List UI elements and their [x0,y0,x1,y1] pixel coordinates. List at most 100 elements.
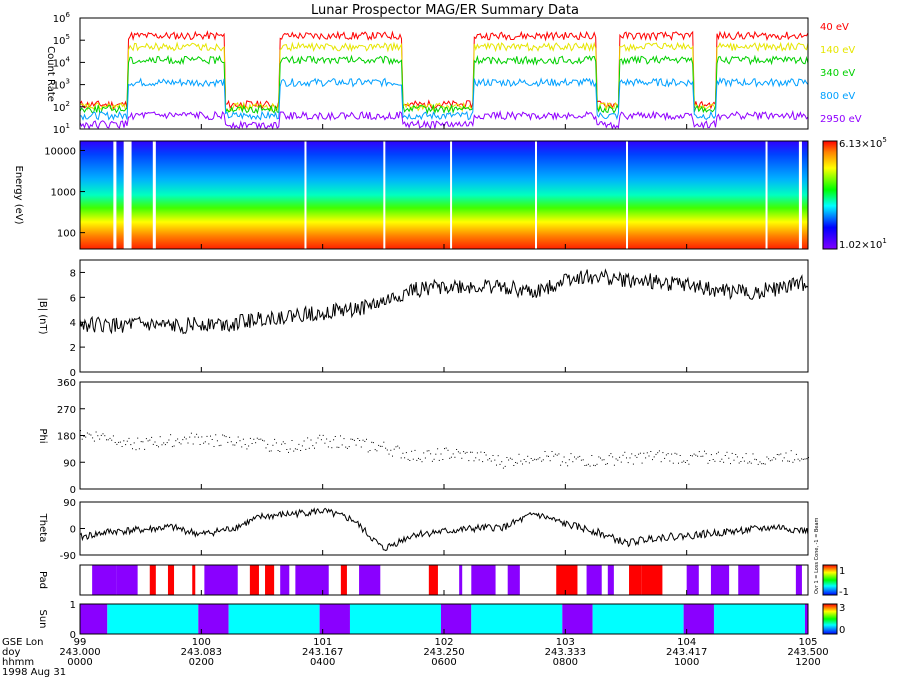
pad-segment [167,565,175,595]
phi-point [232,444,234,446]
phi-point [752,453,754,455]
count-rate-series-line [79,30,809,110]
phi-point [426,450,428,452]
energy-ytick-label: 10000 [44,146,76,157]
phi-point [315,442,317,444]
phi-point [587,463,589,465]
phi-point [589,465,591,467]
phi-point [494,459,496,461]
phi-point [274,438,276,440]
pad-segment [92,565,117,595]
phi-point [341,444,343,446]
phi-point [248,445,250,447]
phi-point [537,458,539,460]
phi-point [178,442,180,444]
phi-point [296,448,298,450]
spectrogram-data-gap [535,141,537,249]
phi-point [802,458,804,460]
x-tick-label-gse-lon: 104 [677,637,696,648]
count-rate-ytick-label: 105 [53,33,70,47]
x-tick-label-gse-lon: 105 [798,637,817,648]
phi-point [579,455,581,457]
phi-point [606,463,608,465]
phi-point [229,436,231,438]
phi-point [305,448,307,450]
count-rate-ytick-label: 106 [53,11,71,25]
phi-point [326,438,328,440]
phi-point [693,453,695,455]
phi-ytick-label: 270 [57,405,76,416]
pad-segment [280,565,290,595]
field-magnitude-ytick-label: 6 [70,293,76,304]
phi-point [90,434,92,436]
phi-point [771,459,773,461]
phi-point [371,441,373,443]
spectrogram-image [80,141,808,249]
phi-point [596,463,598,465]
phi-point [591,455,593,456]
phi-point [804,458,806,460]
x-tick-label-doy: 243.000 [59,647,100,658]
phi-point [364,440,366,442]
phi-point [778,454,780,456]
phi-point [256,437,258,439]
phi-point [612,456,614,458]
phi-point [334,436,336,437]
sun-segment [228,604,320,634]
phi-point [530,458,532,459]
phi-point [220,444,222,446]
phi-point [353,439,355,441]
phi-point [249,437,251,439]
phi-point [369,450,371,451]
phi-point [745,453,747,455]
spectrogram-data-gap [450,141,453,249]
sun-colorbar-top-label: 3 [839,603,845,614]
phi-point [307,437,309,439]
pad-segment [629,565,642,595]
phi-point [300,450,302,451]
pad-segment [507,565,520,595]
spectrogram-data-gap [123,141,132,249]
phi-point [478,459,480,461]
phi-point [558,453,560,455]
phi-point [568,459,570,461]
phi-point [496,464,497,466]
phi-point [773,457,775,459]
phi-point [674,452,676,454]
pad-segment [738,565,760,595]
phi-point [173,445,175,447]
phi-point [709,460,711,461]
phi-point [324,442,326,444]
phi-point [189,436,191,438]
phi-point [161,444,163,446]
phi-point [797,458,799,460]
phi-point [723,461,725,463]
phi-point [99,438,101,440]
phi-point [452,453,454,455]
phi-point [705,453,707,455]
sun-segment [683,604,714,634]
phi-point [761,463,763,465]
phi-point [577,456,579,458]
colorbar-min-label: 1.02×101 [839,237,887,251]
count-rate-ytick-label: 101 [53,122,70,136]
phi-point [279,451,281,452]
phi-point [107,439,109,441]
energy-ylabel: Energy (eV) [13,166,24,225]
phi-point [367,451,369,453]
phi-point [225,436,227,438]
phi-point [780,453,782,455]
phi-point [461,457,463,459]
theta-panel: Theta -90 0 90 [37,498,809,562]
phi-point [319,434,321,436]
phi-point [383,441,385,443]
phi-point [177,438,179,440]
phi-point [100,434,102,436]
phi-point [769,460,771,462]
phi-point [624,451,626,453]
x-tick-label-doy: 243.333 [545,647,586,658]
phi-point [303,440,305,442]
phi-point [336,446,338,448]
phi-point [197,436,199,438]
phi-point [158,446,159,448]
